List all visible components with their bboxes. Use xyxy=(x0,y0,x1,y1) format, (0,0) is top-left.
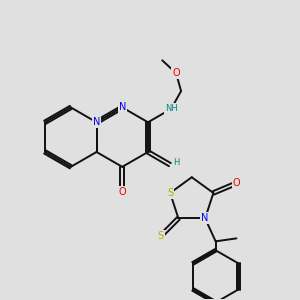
Text: O: O xyxy=(172,68,180,78)
Text: H: H xyxy=(172,158,179,167)
Text: S: S xyxy=(158,231,164,241)
Text: N: N xyxy=(201,213,209,224)
Text: N: N xyxy=(93,117,100,127)
Text: O: O xyxy=(118,187,126,197)
Text: O: O xyxy=(233,178,241,188)
Text: N: N xyxy=(118,102,126,112)
Text: S: S xyxy=(167,188,173,198)
Text: NH: NH xyxy=(165,104,178,113)
